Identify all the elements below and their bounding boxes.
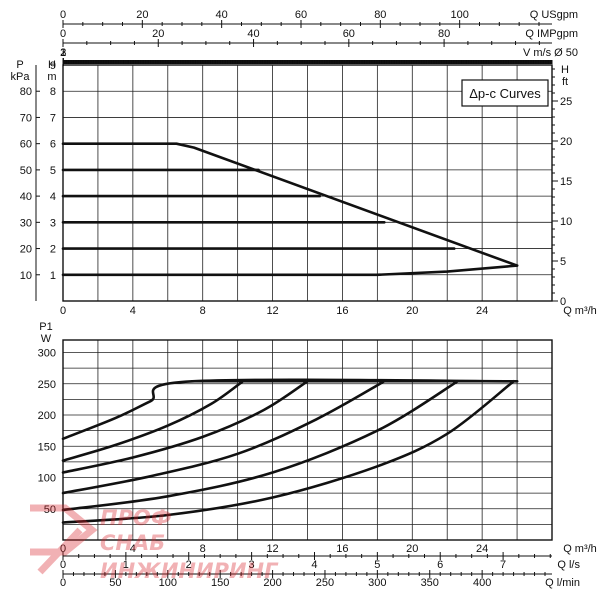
- head-y-tick-label: 8: [50, 86, 56, 98]
- top-axis-tick-label: 60: [295, 9, 307, 21]
- top-axis-tick-label: 40: [247, 28, 259, 40]
- axis-labels: 0 4 8 12 16 20 24 Q m³/h123456789Hm102030405060…: [11, 9, 597, 589]
- kpa-tick-label: 60: [20, 139, 32, 151]
- head-frame: [62, 64, 553, 302]
- kpa-tick-label: 30: [20, 217, 32, 229]
- head-x-tick-label: 0: [60, 305, 66, 317]
- top-axis-label: Q IMPgpm: [525, 28, 578, 40]
- head-x-tick-label: 8: [200, 305, 206, 317]
- top-axis-tick-label: 0: [60, 9, 66, 21]
- kpa-tick-label: 70: [20, 112, 32, 124]
- power-curve: [61, 380, 515, 524]
- head-y-tick-label: 3: [50, 217, 56, 229]
- top-axis-label: Q USgpm: [530, 9, 578, 21]
- head-curve: [61, 264, 519, 277]
- head-x-tick-label: 20: [406, 305, 418, 317]
- ft-tick-label: 0: [560, 296, 566, 308]
- head-y-tick-label: 6: [50, 139, 56, 151]
- head-y-tick-label: 7: [50, 112, 56, 124]
- head-curves: [61, 142, 519, 277]
- ft-axis-label: H: [561, 64, 569, 76]
- power-curves: [61, 378, 519, 524]
- head-y-axis-label: H: [48, 59, 56, 71]
- kpa-tick-label: 80: [20, 86, 32, 98]
- ft-axis-unit: ft: [562, 76, 568, 88]
- head-x-axis-label: Q m³/h: [563, 305, 597, 317]
- top-axis-tick-label: 100: [450, 9, 468, 21]
- ft-tick-label: 5: [560, 256, 566, 268]
- head-y-tick-label: 5: [50, 165, 56, 177]
- head-x-tick-label: 4: [130, 305, 136, 317]
- ft-tick-label: 15: [560, 176, 572, 188]
- head-y-tick-label: 1: [50, 270, 56, 282]
- head-x-tick-label: 12: [266, 305, 278, 317]
- head-y-axis-unit: m: [47, 71, 56, 83]
- ft-tick-label: 10: [560, 216, 572, 228]
- kpa-axis-label: P: [16, 59, 23, 71]
- kpa-axis-unit: kPa: [11, 71, 31, 83]
- power-curve: [61, 380, 459, 512]
- head-y-tick-label: 9: [50, 60, 56, 72]
- kpa-tick-label: 10: [20, 270, 32, 282]
- ft-tick-label: 20: [560, 136, 572, 148]
- power-curve: [61, 380, 386, 495]
- head-x-tick-label: 16: [336, 305, 348, 317]
- top-axis-tick-label: 0: [60, 28, 66, 40]
- head-curve: [61, 142, 519, 267]
- head-x-tick-label: 24: [476, 305, 488, 317]
- power-curve: [61, 378, 519, 441]
- kpa-tick-label: 50: [20, 165, 32, 177]
- power-curve: [61, 380, 245, 462]
- top-axis-tick-label: 40: [216, 9, 228, 21]
- top-axis-tick-label: 20: [136, 9, 148, 21]
- top-axis-tick-label: 80: [374, 9, 386, 21]
- head-y-tick-label: 2: [50, 244, 56, 256]
- head-y-tick-label: 4: [50, 191, 56, 203]
- kpa-tick-label: 40: [20, 191, 32, 203]
- top-axis-tick-label: 60: [343, 28, 355, 40]
- top-axis-tick-label: 80: [438, 28, 450, 40]
- top-axis-tick-label: 20: [152, 28, 164, 40]
- kpa-tick-label: 20: [20, 244, 32, 256]
- power-curve: [61, 380, 309, 474]
- ft-tick-label: 25: [560, 96, 572, 108]
